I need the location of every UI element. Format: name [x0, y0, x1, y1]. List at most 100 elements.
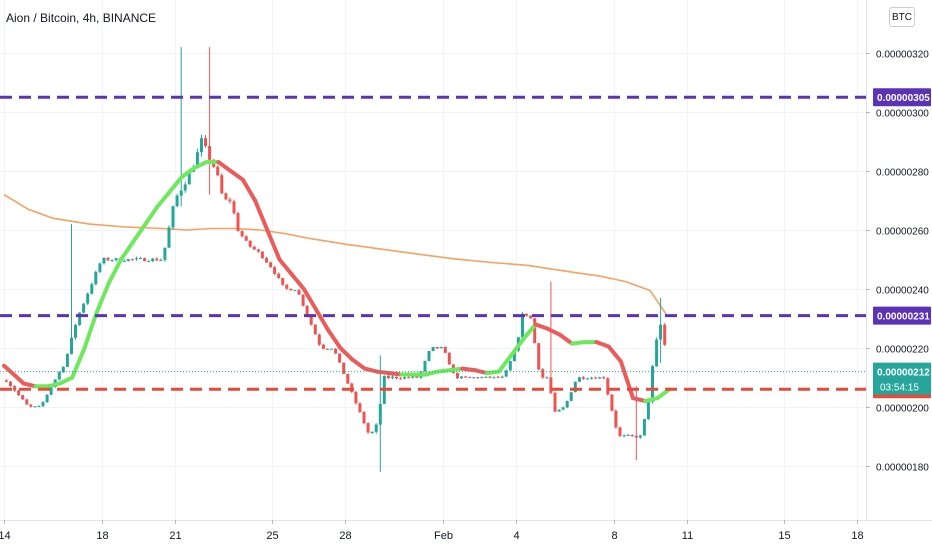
candle-body	[70, 337, 73, 354]
candle-body	[346, 374, 350, 384]
ma-fast-segment	[631, 396, 648, 404]
x-tick-label: 18	[96, 530, 108, 542]
x-tick-label: 4	[513, 530, 519, 542]
y-tick-label: 0.00000240	[876, 286, 929, 297]
candle-body	[549, 377, 553, 393]
ma-fast-segment	[167, 174, 184, 194]
ma-fast-segment	[326, 328, 343, 350]
candle-body	[244, 236, 248, 241]
candle-body	[216, 166, 220, 176]
candle-body	[41, 402, 45, 407]
candle-body	[545, 377, 549, 379]
ma-fast-segment	[2, 363, 16, 377]
candle-body	[651, 366, 654, 402]
ma-fast-segment	[301, 287, 319, 312]
candle-body	[480, 377, 484, 379]
candle-body	[626, 435, 630, 436]
candle-body	[602, 377, 606, 379]
ma-fast-segment	[509, 337, 526, 358]
candle-body	[638, 435, 642, 438]
ma-fast-segment	[362, 366, 379, 374]
candle-body	[508, 361, 512, 371]
ma-fast-segment	[119, 239, 136, 262]
candle-body	[204, 138, 207, 146]
ma-fast-segment	[180, 166, 197, 179]
candle-body	[395, 376, 398, 379]
candle-body	[269, 262, 273, 268]
ma-fast-segment	[277, 257, 294, 277]
candle-body	[265, 258, 268, 263]
candle-body	[277, 273, 281, 278]
candle-body	[317, 334, 321, 345]
x-tick-label: 28	[339, 530, 351, 542]
level-label-bg	[873, 88, 931, 107]
candle-body	[484, 376, 488, 378]
candle-body	[200, 138, 203, 153]
candle-body	[159, 259, 163, 261]
ma-fast-segment	[106, 257, 123, 286]
plot-background	[0, 0, 866, 520]
candle-body	[565, 401, 569, 408]
candle-body	[655, 339, 659, 367]
candle-body	[208, 146, 212, 160]
time-axis[interactable]: 14 18 21 25 28 Feb 4 8 11 15 18	[0, 520, 864, 542]
candle-body	[334, 348, 338, 354]
candle-body	[663, 324, 667, 345]
x-tick-label: 11	[682, 530, 693, 542]
ma-fast-segment	[521, 322, 538, 342]
ma-fast-segment	[240, 177, 258, 203]
candle-body	[529, 315, 533, 319]
ma-fast-segment	[618, 359, 635, 401]
candle-body	[151, 258, 155, 262]
current-price-label: 0.00000212	[877, 368, 930, 379]
ma-fast-segment	[11, 372, 26, 386]
ma-fast-segment	[350, 357, 367, 371]
x-tick-label: 14	[0, 530, 11, 542]
price-axis[interactable]: 0.00000320 0.00000300 0.00000280 0.00000260…	[866, 50, 929, 474]
candle-body	[618, 427, 622, 436]
candle-body	[135, 258, 138, 260]
candle-body	[82, 303, 86, 313]
candle-body	[557, 409, 561, 412]
current-price-bg	[873, 362, 931, 395]
candle-body	[293, 290, 297, 292]
candle-body	[537, 343, 541, 370]
candle-body	[9, 381, 12, 387]
candle-body	[321, 344, 325, 349]
candle-body	[139, 258, 142, 260]
currency-badge[interactable]: BTC	[889, 7, 915, 27]
candle-body	[232, 201, 236, 214]
ma-fast-segment	[45, 381, 63, 389]
y-tick-label: 0.00000180	[876, 463, 929, 474]
ma-fast-segment	[21, 381, 38, 389]
level-label: 0.00000305	[877, 93, 930, 104]
candle-body	[126, 259, 130, 261]
ma-fast-segment	[228, 169, 245, 182]
candle-body	[423, 361, 427, 372]
ma-fast-segment	[314, 307, 331, 333]
candle-body	[65, 353, 69, 367]
candle-body	[195, 152, 199, 169]
level-label-bg	[873, 306, 931, 325]
candle-body	[228, 199, 232, 202]
ma-fast-segment	[82, 310, 99, 350]
candle-body	[110, 260, 114, 262]
candle-body	[431, 347, 435, 351]
candle-body	[411, 376, 415, 378]
candle-body	[610, 394, 614, 411]
candle-body	[472, 377, 476, 379]
y-tick-label: 0.00000200	[876, 404, 929, 415]
candle-body	[370, 432, 374, 433]
ma-fast-segment	[265, 228, 282, 262]
candle-body	[378, 403, 382, 425]
horizontal-levels	[0, 95, 866, 391]
candle-body	[594, 377, 598, 379]
candle-body	[362, 411, 366, 424]
candle-body	[427, 351, 431, 361]
candle-body	[659, 324, 663, 340]
candle-body	[464, 376, 468, 378]
candle-body	[171, 206, 175, 228]
ma-fast-segment	[70, 346, 87, 380]
candle-body	[504, 370, 508, 377]
